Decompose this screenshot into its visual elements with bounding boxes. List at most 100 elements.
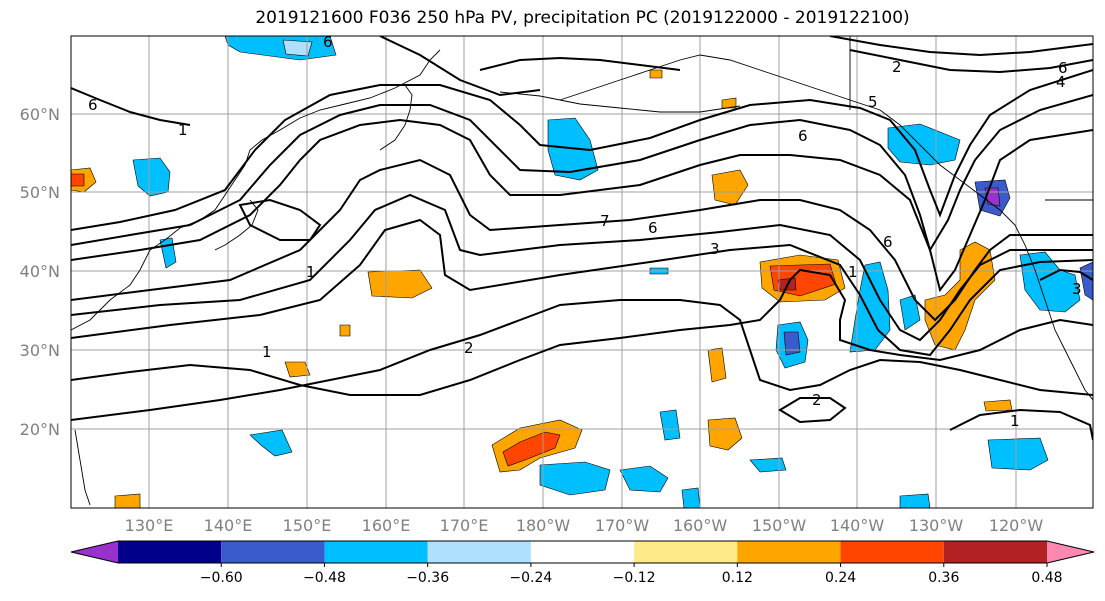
- colorbar-tick-label: −0.48: [303, 570, 346, 586]
- pv-contour: [71, 299, 1093, 421]
- contour-label: 6: [323, 33, 333, 51]
- lat-label: 50°N: [20, 183, 60, 202]
- contour-label: 6: [883, 233, 893, 251]
- latitude-labels: 60°N 50°N 40°N 30°N 20°N: [20, 105, 60, 439]
- coastline-philippines: [74, 429, 91, 506]
- precip-negative-area: [749, 457, 787, 473]
- colorbar: −0.60 −0.48 −0.36 −0.24 −0.12 0.12 0.24 0.36 0.4…: [70, 540, 1095, 586]
- contour-label: 2: [464, 339, 474, 357]
- colorbar-tick-label: 0.24: [825, 570, 856, 586]
- coastline-aleutians: [499, 91, 741, 113]
- border-canada-us: [849, 36, 1093, 201]
- lon-label: 140°W: [830, 516, 885, 535]
- contour-label: 1: [178, 121, 188, 139]
- colorbar-segment: [221, 541, 325, 563]
- pv-contour: [949, 408, 1093, 441]
- precip-positive-area: [367, 269, 433, 299]
- precip-negative-area: [987, 437, 1049, 471]
- pv-contours: [71, 36, 1093, 441]
- precip-positive-area: [649, 69, 663, 79]
- precip-negative-area: [783, 331, 801, 356]
- coastline-kamchatka: [379, 84, 413, 151]
- pv-contour: [778, 397, 847, 424]
- contour-label: 5: [868, 93, 878, 111]
- precip-negative-area: [681, 487, 701, 508]
- lon-label: 150°W: [752, 516, 807, 535]
- lon-label: 140°E: [204, 516, 253, 535]
- contour-label: 3: [710, 240, 720, 258]
- lon-label: 160°W: [673, 516, 728, 535]
- pv-contour: [71, 69, 1093, 231]
- contour-label: 1: [848, 263, 858, 281]
- precip-positive-area: [711, 169, 749, 206]
- lon-label: 130°W: [909, 516, 964, 535]
- precip-negative-area: [899, 294, 921, 331]
- colorbar-tick-label: 0.12: [722, 570, 753, 586]
- colorbar-segment: [634, 541, 738, 563]
- precip-positive-area: [502, 431, 561, 467]
- precip-positive-area: [707, 417, 743, 451]
- contour-label: 6: [1058, 59, 1068, 77]
- precip-negative-area: [899, 493, 931, 508]
- precip-positive-area: [71, 173, 85, 187]
- contour-label: 1: [1010, 412, 1020, 430]
- precip-positive-area: [721, 97, 737, 109]
- colorbar-tick-label: 0.48: [1031, 570, 1062, 586]
- pv-contour-labels: 6 1 6 2 6 4 5 6 7 6 3 1 6 1 2 1 2 1 3: [88, 33, 1082, 430]
- pv-contour: [71, 193, 1093, 342]
- precip-negative-area: [659, 409, 681, 441]
- colorbar-tick-label: −0.36: [406, 570, 449, 586]
- precip-negative-area: [887, 123, 961, 166]
- coastline-asia: [71, 49, 441, 331]
- lat-label: 30°N: [20, 341, 60, 360]
- colorbar-outline: [70, 540, 1095, 564]
- precip-positive-area: [707, 347, 727, 383]
- lon-label: 170°E: [440, 516, 489, 535]
- colorbar-tick-label: −0.12: [613, 570, 656, 586]
- colorbar-segment: [530, 541, 635, 563]
- colorbar-segment: [840, 541, 944, 563]
- coastline-alaska: [559, 54, 1093, 401]
- pv-contour: [829, 36, 1093, 57]
- contour-label: 6: [648, 219, 658, 237]
- colorbar-segment: [118, 541, 222, 563]
- contour-label: 1: [262, 343, 272, 361]
- colorbar-tick-label: 0.36: [928, 570, 959, 586]
- pv-contour: [71, 94, 1093, 253]
- precip-positive-area: [339, 324, 351, 337]
- contour-label: 4: [1056, 73, 1066, 91]
- lon-label: 170°W: [595, 516, 650, 535]
- colorbar-segment: [324, 541, 428, 563]
- precip-positive-area: [114, 493, 141, 508]
- lat-label: 20°N: [20, 420, 60, 439]
- precip-negative-area: [1019, 251, 1081, 313]
- colorbar-segment: [943, 541, 1047, 563]
- pv-contour: [479, 56, 681, 71]
- precip-negative-area: [539, 461, 611, 496]
- colorbar-segment: [737, 541, 841, 563]
- lon-label: 130°E: [125, 516, 174, 535]
- pv-contour: [71, 268, 1093, 396]
- contour-label: 1: [306, 263, 316, 281]
- pv-contour: [1039, 268, 1093, 281]
- precip-positive-area: [284, 361, 311, 378]
- colorbar-extend-low: [71, 541, 118, 563]
- map-title: 2019121600 F036 250 hPa PV, precipitatio…: [255, 8, 910, 28]
- map-frame: [70, 35, 1094, 509]
- lon-label: 180°W: [516, 516, 571, 535]
- pv-contour: [379, 36, 541, 97]
- colorbar-extend-high: [1047, 541, 1094, 563]
- pv-contour: [71, 218, 1093, 357]
- coastlines: [71, 36, 1093, 506]
- colorbar-tick-label: −0.60: [200, 570, 243, 586]
- contour-label: 6: [798, 127, 808, 145]
- pv-contour: [238, 198, 322, 241]
- pv-contour: [849, 49, 1093, 74]
- contour-label: 2: [892, 58, 902, 76]
- contour-label: 2: [812, 391, 822, 409]
- colorbar-tick-label: −0.24: [509, 570, 552, 586]
- colorbar-segment: [427, 541, 531, 563]
- lon-label: 160°E: [362, 516, 411, 535]
- precip-positive-area: [983, 399, 1013, 412]
